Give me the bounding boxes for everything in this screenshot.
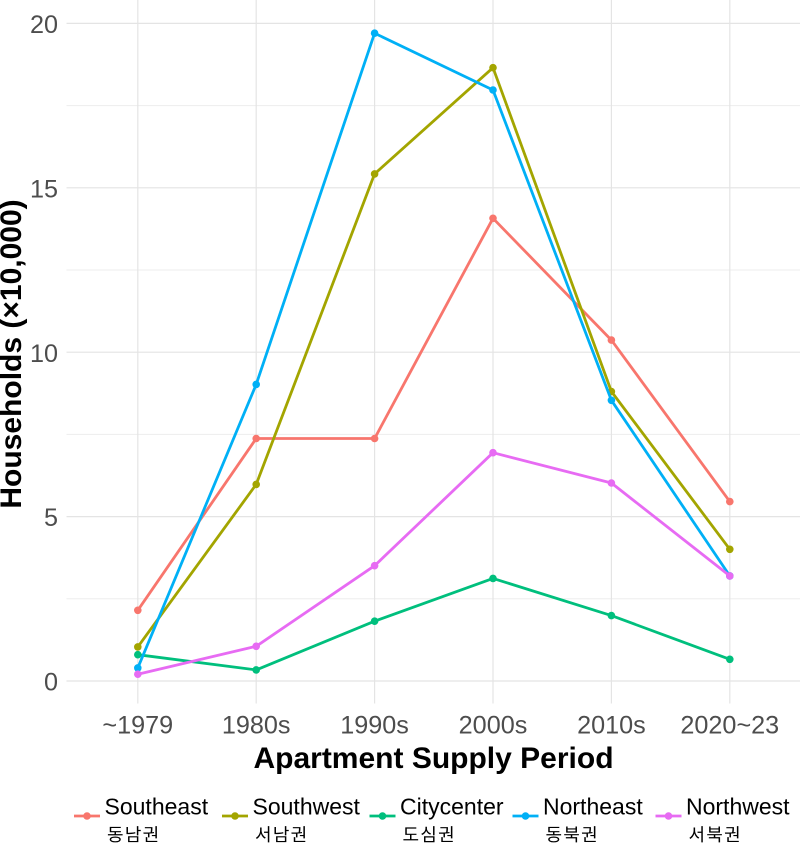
svg-text:Households (×10,000): Households (×10,000): [0, 199, 28, 508]
svg-text:Citycenter: Citycenter: [400, 794, 504, 820]
svg-text:5: 5: [44, 504, 58, 532]
svg-text:Southeast: Southeast: [105, 794, 209, 820]
svg-text:Northeast: Northeast: [543, 794, 643, 820]
svg-text:0: 0: [44, 669, 58, 697]
svg-text:Southwest: Southwest: [253, 794, 361, 820]
svg-text:10: 10: [30, 340, 58, 368]
svg-text:2010s: 2010s: [577, 712, 646, 740]
svg-text:20: 20: [30, 11, 58, 39]
svg-text:15: 15: [30, 175, 58, 203]
svg-text:2020~23: 2020~23: [680, 712, 779, 740]
svg-text:1980s: 1980s: [222, 712, 291, 740]
svg-text:1990s: 1990s: [340, 712, 409, 740]
svg-text:Apartment Supply Period: Apartment Supply Period: [253, 742, 613, 775]
svg-text:~1979: ~1979: [102, 712, 173, 740]
svg-text:Northwest: Northwest: [686, 794, 790, 820]
svg-text:2000s: 2000s: [459, 712, 528, 740]
